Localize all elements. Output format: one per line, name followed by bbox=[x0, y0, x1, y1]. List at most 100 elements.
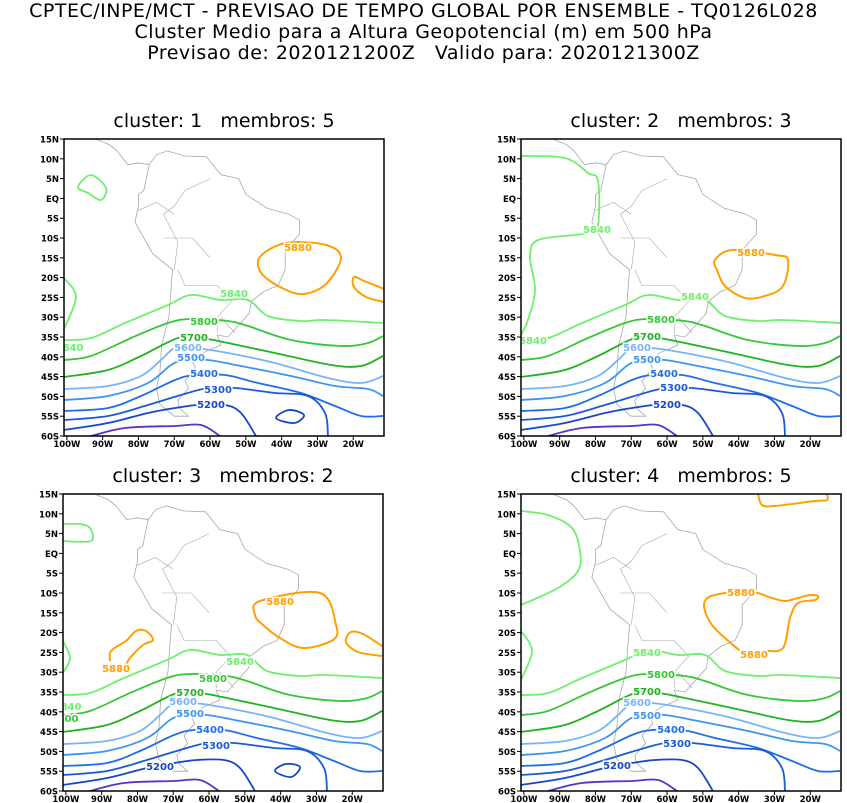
contour-5400 bbox=[521, 373, 841, 418]
lat-label: 15S bbox=[498, 254, 516, 264]
lat-label: 10S bbox=[40, 590, 58, 600]
lat-label: 10S bbox=[498, 235, 516, 245]
lon-label: 60W bbox=[656, 795, 678, 803]
contour-5200 bbox=[274, 762, 301, 778]
lon-label: 90W bbox=[92, 440, 114, 450]
contour-label: 5840 bbox=[519, 336, 547, 347]
lon-label: 100W bbox=[52, 795, 80, 803]
country-border bbox=[138, 202, 175, 215]
contour-5200 bbox=[63, 758, 256, 791]
contour-5200 bbox=[64, 403, 257, 436]
contour-5100 bbox=[547, 778, 678, 791]
lon-label: 80W bbox=[585, 440, 607, 450]
contour-label: 5600 bbox=[174, 343, 202, 354]
contour-label: 5500 bbox=[176, 709, 204, 720]
figure-title-line-3: Previsao de: 2020121200Z Valido para: 20… bbox=[147, 42, 700, 64]
lon-label: 30W bbox=[306, 795, 328, 803]
lon-label: 20W bbox=[800, 795, 822, 803]
contour-5840 bbox=[521, 510, 582, 606]
lat-label: 10S bbox=[498, 590, 516, 600]
lat-label: 35S bbox=[498, 334, 516, 344]
lon-label: 20W bbox=[800, 440, 822, 450]
lon-label: 40W bbox=[271, 440, 293, 450]
contour-5600 bbox=[521, 346, 841, 390]
lat-label: 55S bbox=[498, 413, 516, 423]
lon-label: 100W bbox=[510, 795, 538, 803]
contour-label: 5840 bbox=[220, 289, 248, 300]
lat-label: 25S bbox=[40, 649, 58, 659]
contour-5800 bbox=[521, 673, 841, 716]
lat-label: 50S bbox=[498, 393, 516, 403]
lon-label: 100W bbox=[510, 440, 538, 450]
country-border bbox=[595, 202, 632, 215]
lat-label: 55S bbox=[498, 768, 516, 778]
lon-label: 30W bbox=[307, 440, 329, 450]
contour-label: 5200 bbox=[146, 762, 174, 773]
lon-label: 40W bbox=[270, 795, 292, 803]
lat-label: 60S bbox=[498, 433, 516, 443]
country-border bbox=[163, 178, 211, 270]
contour-label: 5400 bbox=[196, 725, 224, 736]
lat-label: 15N bbox=[39, 491, 58, 501]
country-border bbox=[163, 237, 211, 259]
contour-label: 5600 bbox=[623, 698, 651, 709]
lat-label: 35S bbox=[498, 689, 516, 699]
lat-label: 15S bbox=[41, 254, 59, 264]
contour-label: 5880 bbox=[102, 664, 130, 675]
contour-label: 840 bbox=[63, 343, 84, 354]
contour-5700 bbox=[521, 690, 841, 733]
contour-5600 bbox=[64, 346, 384, 390]
contour-5880 bbox=[702, 589, 820, 655]
lat-label: 40S bbox=[498, 708, 516, 718]
lon-label: 40W bbox=[728, 795, 750, 803]
contour-5840 bbox=[63, 640, 71, 674]
lon-label: 30W bbox=[764, 795, 786, 803]
contour-5200 bbox=[521, 758, 714, 791]
contour-label: 300 bbox=[58, 714, 79, 725]
lon-label: 60W bbox=[656, 440, 678, 450]
lat-label: 40S bbox=[40, 708, 58, 718]
panel-title: cluster: 2 membros: 3 bbox=[570, 110, 792, 132]
lat-label: 10N bbox=[497, 155, 516, 165]
contour-5880 bbox=[351, 275, 384, 303]
contour-5500 bbox=[521, 358, 841, 401]
cluster-map-1: 5880 5840 840 5800 5700 5600 5500 5400 5300 5200 1… bbox=[40, 136, 385, 450]
contour-label: 5840 bbox=[583, 225, 611, 236]
panel-title: cluster: 1 membros: 5 bbox=[113, 110, 335, 132]
lat-label: 15N bbox=[40, 136, 59, 146]
lat-label: 10N bbox=[40, 155, 59, 165]
lat-label: 45S bbox=[40, 728, 58, 738]
lat-label: 25S bbox=[41, 294, 59, 304]
contour-5300 bbox=[63, 741, 328, 791]
lat-label: 20S bbox=[498, 629, 516, 639]
country-border bbox=[162, 533, 210, 625]
contour-label: 5200 bbox=[197, 400, 225, 411]
contour-5800 bbox=[64, 318, 384, 361]
lon-label: 30W bbox=[764, 440, 786, 450]
map-frame bbox=[520, 493, 842, 792]
contour-5840 bbox=[521, 294, 841, 341]
contour-label: 5880 bbox=[727, 588, 755, 599]
contour-label: 5600 bbox=[623, 343, 651, 354]
contour-label: 5400 bbox=[657, 725, 685, 736]
cluster-map-4: 5880 5880 5840 5800 5700 5600 5500 5400 5300 5200… bbox=[497, 491, 842, 803]
contour-label: 5500 bbox=[633, 355, 661, 366]
contour-label: 5300 bbox=[204, 385, 232, 396]
lat-label: 10N bbox=[497, 510, 516, 520]
contour-label: 5840 bbox=[633, 648, 661, 659]
lat-label: 60S bbox=[41, 433, 59, 443]
contour-5800 bbox=[521, 318, 841, 361]
contour-5840 bbox=[63, 649, 383, 696]
contour-5840 bbox=[63, 522, 95, 543]
lon-label: 60W bbox=[199, 440, 221, 450]
lon-label: 90W bbox=[549, 795, 571, 803]
contour-5300 bbox=[521, 386, 786, 436]
contour-5880 bbox=[757, 494, 829, 508]
lat-label: 20S bbox=[498, 274, 516, 284]
contour-5700 bbox=[521, 335, 841, 378]
contour-label: 5400 bbox=[190, 369, 218, 380]
contour-5800 bbox=[63, 673, 383, 716]
